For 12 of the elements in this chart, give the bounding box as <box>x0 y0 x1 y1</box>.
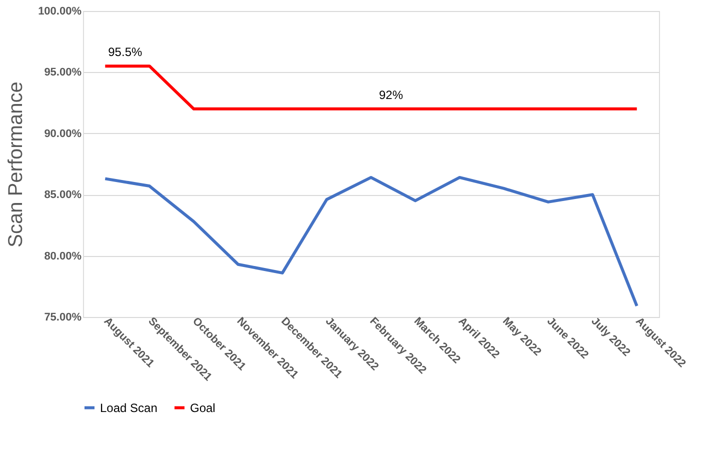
y-tick-label: 85.00% <box>44 189 82 202</box>
y-tick-label: 100.00% <box>38 6 82 18</box>
y-tick-label: 75.00% <box>44 312 82 324</box>
annotation: 92% <box>378 88 404 102</box>
legend-label: Goal <box>190 400 216 415</box>
legend-label: Load Scan <box>100 400 158 415</box>
y-tick-label: 90.00% <box>44 128 82 140</box>
line-series <box>104 176 638 308</box>
annotation: 95.5% <box>108 45 142 60</box>
y-tick-label: 80.00% <box>44 250 82 262</box>
y-tick-label: 95.00% <box>44 66 82 79</box>
y-axis-title: Scan Performance <box>5 82 28 248</box>
